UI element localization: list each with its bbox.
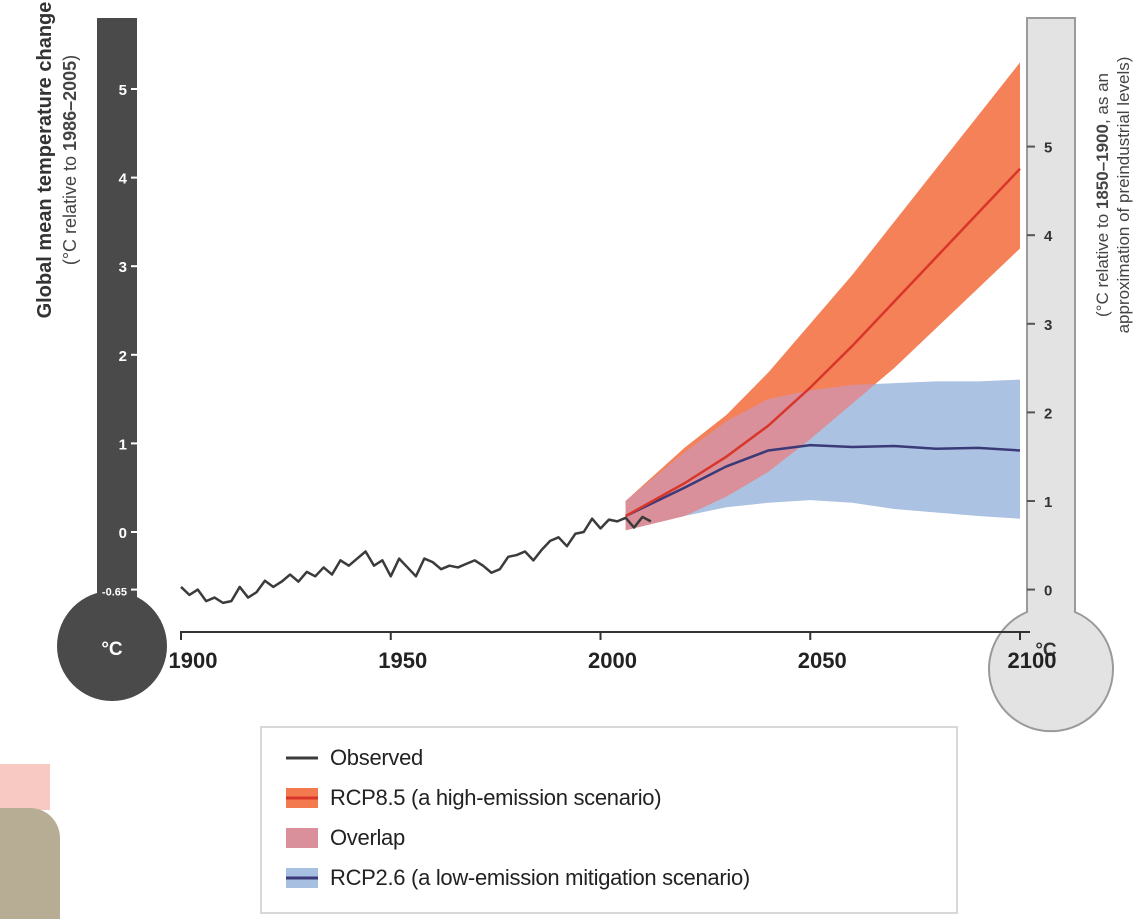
x-tick-label-4: 2100 (1008, 648, 1057, 673)
right-tick-label-3: 2 (1044, 405, 1052, 422)
legend-item-rcp85: RCP8.5 (a high-emission scenario) (286, 778, 662, 818)
right-bulb-label: °C (1035, 640, 1057, 661)
left-tick-label-3: 2 (119, 348, 127, 365)
x-tick-label-3: 2050 (798, 648, 847, 673)
legend-swatch-observed (286, 756, 318, 760)
right-thermometer-body (988, 17, 1114, 733)
x-tick-label-2: 2000 (588, 648, 637, 673)
scenario-bands (625, 62, 1020, 531)
left-tick-label-4: 1 (119, 436, 127, 453)
x-tick-label-1: 1950 (378, 648, 427, 673)
left-tick-label-0: 5 (119, 82, 127, 99)
overlap-band (625, 379, 1020, 531)
legend-swatch-rcp85 (286, 788, 318, 808)
right-axis-title-line1: (°C relative to 1850–1900, as an (1093, 73, 1112, 317)
right-tick-label-2: 3 (1044, 317, 1052, 334)
rcp85-mean-line (625, 167, 1021, 518)
legend-label-overlap: Overlap (330, 825, 405, 850)
left-tick-label-5: 0 (119, 525, 127, 542)
left-bulb-label: °C (101, 639, 123, 660)
left-y-ticks: 5 4 3 2 1 0 -0.65 (102, 82, 137, 599)
legend-item-rcp26: RCP2.6 (a low-emission mitigation scenar… (286, 858, 750, 898)
right-thermometer: °C 5 4 3 2 1 0 (988, 17, 1114, 733)
corner-decoration-pink (0, 764, 50, 810)
rcp26-mean-line (625, 443, 1021, 518)
right-tick-label-1: 4 (1044, 228, 1053, 245)
left-tick-label-2: 3 (119, 259, 127, 276)
left-tick-label-6: -0.65 (102, 587, 127, 599)
observed-line (180, 515, 652, 605)
legend-swatch-rcp26 (286, 868, 318, 888)
left-thermometer: °C 5 4 3 2 1 0 -0.65 (57, 18, 167, 701)
corner-decoration-tan (0, 808, 60, 919)
right-y-ticks: 5 4 3 2 1 0 (1027, 140, 1053, 600)
right-axis-title-line2: approximation of preindustrial levels) (1114, 57, 1133, 334)
right-tick-label-4: 1 (1044, 494, 1052, 511)
left-thermometer-stem (97, 18, 137, 644)
legend: Observed RCP8.5 (a high-emission scenari… (260, 726, 958, 914)
right-tick-label-5: 0 (1044, 583, 1052, 600)
x-axis-ticks: 1900 1950 2000 2050 2100 (169, 632, 1057, 673)
right-tick-label-0: 5 (1044, 140, 1052, 157)
series-lines (180, 167, 1021, 605)
legend-item-observed: Observed (286, 738, 423, 778)
left-thermometer-bulb (57, 591, 167, 701)
left-axis-subtitle: (°C relative to 1986–2005) (60, 55, 80, 265)
legend-swatch-overlap (286, 828, 318, 848)
left-tick-label-1: 4 (119, 171, 128, 188)
x-tick-label-0: 1900 (169, 648, 218, 673)
legend-label-rcp85: RCP8.5 (a high-emission scenario) (330, 785, 662, 810)
legend-item-overlap: Overlap (286, 818, 405, 858)
left-axis-title: Global mean temperature change (34, 2, 56, 319)
legend-label-observed: Observed (330, 745, 423, 770)
legend-label-rcp26: RCP2.6 (a low-emission mitigation scenar… (330, 865, 750, 890)
